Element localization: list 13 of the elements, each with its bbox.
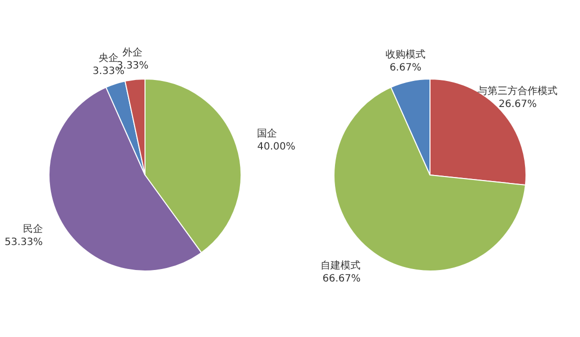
slice-label: 与第三方合作模式 bbox=[478, 85, 558, 98]
slice-label: 收购模式 bbox=[385, 48, 426, 61]
data-label: 6.67% bbox=[390, 62, 422, 74]
data-label: 66.67% bbox=[322, 273, 361, 284]
slice-label: 国企 bbox=[257, 128, 278, 140]
data-label: 53.33% bbox=[4, 236, 43, 248]
slice-label: 央企 bbox=[98, 52, 119, 64]
data-label: 40.00% bbox=[257, 142, 296, 153]
slice-label: 民企 bbox=[22, 222, 43, 235]
slice-label: 自建模式 bbox=[320, 259, 361, 272]
slice-label: 外企 bbox=[122, 46, 143, 59]
data-label: 26.67% bbox=[498, 99, 537, 110]
data-label: 3.33% bbox=[92, 66, 124, 77]
